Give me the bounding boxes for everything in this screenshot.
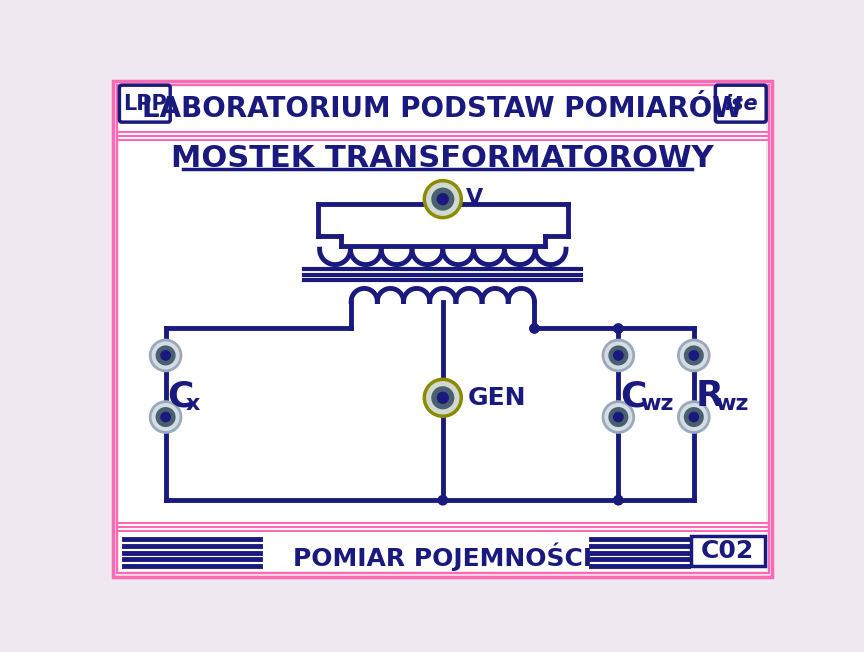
Circle shape	[150, 340, 181, 371]
Circle shape	[156, 346, 175, 366]
Circle shape	[678, 340, 709, 371]
Circle shape	[437, 495, 448, 505]
Text: LPP: LPP	[123, 94, 167, 113]
Text: POMIAR POJEMNOŚCI: POMIAR POJEMNOŚCI	[293, 542, 593, 570]
Circle shape	[156, 407, 175, 427]
Circle shape	[603, 402, 634, 432]
Circle shape	[689, 350, 699, 361]
Circle shape	[613, 495, 624, 505]
Text: V: V	[466, 188, 483, 207]
Text: LABORATORIUM PODSTAW POMIARÓW: LABORATORIUM PODSTAW POMIARÓW	[143, 95, 743, 123]
Text: ise: ise	[724, 94, 758, 113]
Circle shape	[529, 323, 540, 334]
Circle shape	[603, 340, 634, 371]
Circle shape	[608, 407, 628, 427]
Circle shape	[436, 193, 449, 205]
Text: C: C	[619, 379, 646, 413]
Circle shape	[150, 402, 181, 432]
Text: MOSTEK TRANSFORMATOROWY: MOSTEK TRANSFORMATOROWY	[171, 144, 715, 173]
Circle shape	[683, 407, 704, 427]
Circle shape	[678, 402, 709, 432]
Circle shape	[613, 323, 624, 334]
Circle shape	[160, 411, 171, 422]
Circle shape	[613, 350, 624, 361]
Circle shape	[613, 411, 624, 422]
Circle shape	[160, 350, 171, 361]
Circle shape	[424, 379, 461, 416]
Text: x: x	[186, 394, 200, 414]
Circle shape	[689, 411, 699, 422]
Circle shape	[608, 346, 628, 366]
Circle shape	[436, 392, 449, 404]
Circle shape	[431, 188, 454, 211]
Circle shape	[431, 386, 454, 409]
Text: wz: wz	[715, 394, 749, 414]
Circle shape	[683, 346, 704, 366]
Bar	[690, 536, 765, 567]
Text: R: R	[696, 379, 723, 413]
Circle shape	[424, 181, 461, 218]
Text: GEN: GEN	[467, 386, 526, 410]
Text: C02: C02	[701, 539, 754, 563]
Text: C: C	[167, 379, 194, 413]
Text: wz: wz	[640, 394, 673, 414]
